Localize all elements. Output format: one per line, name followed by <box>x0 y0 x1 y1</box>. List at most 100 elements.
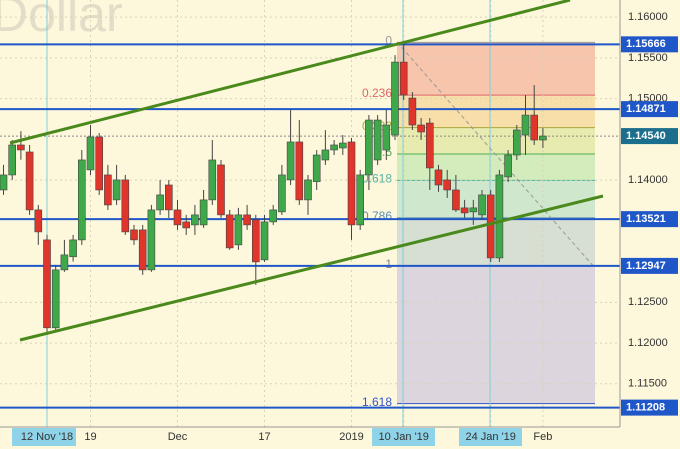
y-tick-label: 1.12000 <box>628 337 668 349</box>
fib-label: 0.786 <box>362 209 392 223</box>
price-level-label: 1.15666 <box>626 38 666 50</box>
candle-body <box>191 214 199 226</box>
candle-body <box>182 221 190 229</box>
x-tick-label: 19 <box>84 431 96 443</box>
candle-body <box>478 194 486 216</box>
trend-line <box>9 0 571 145</box>
candle-body <box>25 151 34 211</box>
candle-body <box>504 154 512 178</box>
candle-body <box>460 207 469 214</box>
candle-body <box>469 207 478 213</box>
candle-body <box>382 124 391 151</box>
candle-body <box>78 159 86 241</box>
candle-body <box>495 174 504 259</box>
candle-body <box>356 174 365 226</box>
candle-body <box>60 254 69 271</box>
x-tick-label: 10 Jan '19 <box>378 431 428 443</box>
candle-body <box>321 149 330 161</box>
candle-body <box>252 219 260 263</box>
candle-body <box>121 179 130 233</box>
x-tick-label: 2019 <box>339 431 363 443</box>
candle-body <box>17 144 25 151</box>
candle-body <box>43 239 51 329</box>
x-tick-label: 17 <box>258 431 270 443</box>
candle-body <box>408 97 417 126</box>
candle-body <box>51 269 60 329</box>
candle-body <box>69 239 77 258</box>
candle-body <box>425 122 434 169</box>
trend-line <box>19 194 604 342</box>
candle-body <box>225 214 234 249</box>
price-level-box <box>621 257 678 274</box>
candle-body <box>338 142 347 149</box>
price-level-label: 1.13521 <box>626 213 666 225</box>
fib-label: 0 <box>385 34 392 48</box>
candle-body <box>391 61 399 136</box>
fib-diagonal <box>396 41 596 269</box>
candle-body <box>130 229 138 241</box>
price-level-box <box>621 399 678 416</box>
candle-body <box>278 174 286 213</box>
levels <box>0 43 620 409</box>
price-level-box <box>621 211 678 228</box>
x-tick-label: Feb <box>533 431 552 443</box>
date-box <box>12 428 76 446</box>
candle-body <box>86 136 95 171</box>
fib-label: 1.618 <box>362 395 392 409</box>
candle-body <box>0 174 8 191</box>
watermark: Dollar <box>0 0 123 42</box>
x-tick-label: 24 Jan '19 <box>465 431 515 443</box>
candle-body <box>452 189 460 211</box>
date-box <box>372 428 435 446</box>
axis-labels: 1.160001.155001.150001.140001.125001.120… <box>21 11 678 443</box>
candle-body <box>312 154 321 182</box>
candle-body <box>512 129 521 156</box>
candle-body <box>217 164 225 216</box>
y-tick-label: 1.11500 <box>628 378 667 390</box>
candle-body <box>8 144 16 176</box>
candle-body <box>539 135 547 141</box>
candle-body <box>286 141 295 181</box>
candle-body <box>530 114 539 141</box>
current-price-label: 1.14540 <box>626 130 666 142</box>
x-tick-label: 12 Nov '18 <box>21 431 73 443</box>
fib-label: 0.236 <box>362 86 392 100</box>
candle-body <box>304 179 312 201</box>
date-box <box>459 428 522 446</box>
candle-body <box>165 184 173 211</box>
candle-body <box>443 179 452 191</box>
candle-body <box>112 179 121 201</box>
candle-body <box>147 209 156 271</box>
fib-band <box>397 265 595 404</box>
candle-body <box>373 119 382 161</box>
candle-body <box>156 194 164 211</box>
y-tick-label: 1.16000 <box>628 11 668 23</box>
fib-band <box>397 42 595 96</box>
candle-body <box>486 194 495 259</box>
candle-body <box>330 144 338 151</box>
candle-body <box>347 141 356 226</box>
price-level-label: 1.14871 <box>626 103 666 115</box>
candle-body <box>417 124 425 133</box>
candle-body <box>199 199 208 226</box>
candle-body <box>234 214 243 246</box>
candle-body <box>34 209 43 233</box>
fib-label: 1 <box>385 257 392 271</box>
price-level-label: 1.11208 <box>626 402 665 414</box>
candles <box>0 42 547 332</box>
current-price-box <box>621 128 678 145</box>
candle-body <box>295 141 304 201</box>
candle-body <box>521 114 530 136</box>
y-tick-label: 1.12500 <box>628 296 668 308</box>
y-tick-label: 1.14000 <box>628 174 668 186</box>
price-level-label: 1.12947 <box>626 260 666 272</box>
candle-body <box>434 169 443 186</box>
candle-body <box>260 221 269 261</box>
candle-body <box>365 119 373 176</box>
candle-body <box>208 159 217 201</box>
candle-body <box>269 209 278 223</box>
price-level-box <box>621 36 678 53</box>
candle-body <box>95 136 103 191</box>
